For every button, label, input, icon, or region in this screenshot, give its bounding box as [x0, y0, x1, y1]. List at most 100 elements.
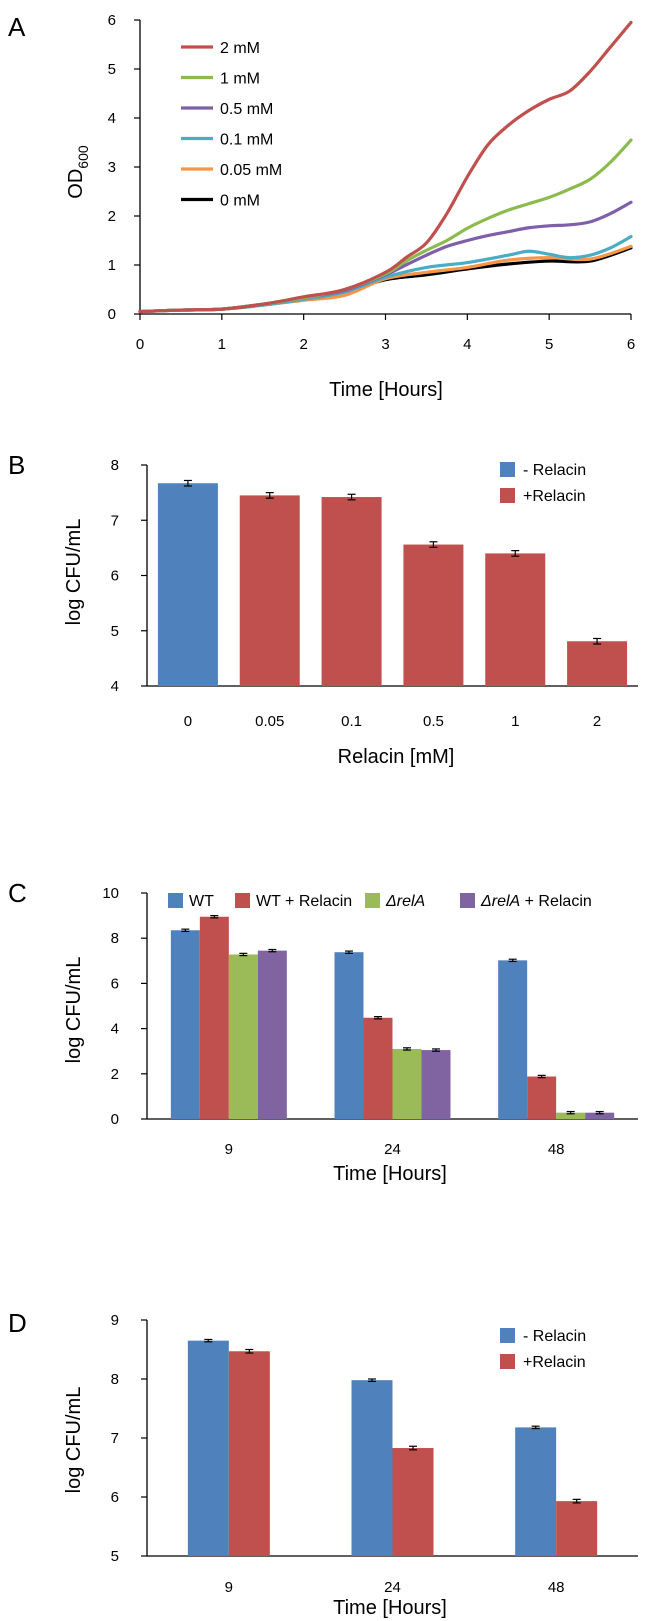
- panel-c-bar: [199, 916, 229, 1119]
- panel-a-y-label-subscript: 600: [75, 145, 91, 169]
- panel-c-y-tick-label: 0: [111, 1111, 119, 1128]
- panel-a-x-tick-label: 2: [299, 336, 307, 353]
- panel-c-bar: [527, 1076, 557, 1119]
- panel-c-bar: [228, 954, 258, 1119]
- panel-a-x-tick-label: 0: [136, 336, 144, 353]
- panel-a-legend-label: 0.5 mM: [220, 101, 273, 118]
- panel-a-x-tick-label: 5: [545, 336, 553, 353]
- panel-d-x-tick-label: 48: [548, 1579, 565, 1596]
- panel-c-legend-label: WT: [189, 893, 214, 910]
- panel-b-x-tick-label: 0.5: [423, 713, 444, 730]
- panel-a-legend-label: 0 mM: [220, 193, 260, 210]
- panel-c-bar: [170, 930, 200, 1119]
- panel-d: D 5 6 7 8 9 9 24 48 Time [Hours] log CFU/mL - Rela…: [8, 1308, 638, 1619]
- panel-a-legend-label: 0.05 mM: [220, 162, 282, 179]
- panel-a-x-label: Time [Hours]: [329, 379, 443, 401]
- panel-c-bar: [585, 1112, 615, 1119]
- panel-d-y-tick-label: 7: [111, 1430, 119, 1447]
- panel-b: B 4 5 6 7 8 0 0.05 0.1 0.5 1 2 Relacin [mM] log CFU/…: [8, 450, 638, 768]
- panel-a-series-line: [138, 20, 633, 314]
- panel-b-legend-swatch: [500, 462, 515, 477]
- panel-d-letter: D: [8, 1308, 27, 1338]
- panel-d-legend-label: +Relacin: [523, 1354, 586, 1371]
- panel-d-y-tick-label: 8: [111, 1371, 119, 1388]
- panel-d-y-tick-label: 9: [111, 1312, 119, 1329]
- panel-c-bar: [498, 960, 528, 1119]
- panel-b-y-tick-label: 8: [111, 457, 119, 474]
- panel-d-bar: [187, 1340, 229, 1556]
- panel-b-x-tick-label: 1: [511, 713, 519, 730]
- panel-a-y-tick-label: 0: [108, 306, 116, 323]
- panel-c-y-label: log CFU/mL: [63, 957, 85, 1064]
- panel-c-x-tick-label: 48: [548, 1141, 565, 1158]
- panel-c-legend-swatch: [365, 893, 380, 908]
- panel-d-legend-label: - Relacin: [523, 1328, 586, 1345]
- panel-c-x-tick-label: 9: [225, 1141, 233, 1158]
- panel-a-y-tick-label: 2: [108, 208, 116, 225]
- panel-c-bar: [392, 1048, 422, 1119]
- panel-c-bar: [421, 1050, 451, 1119]
- panel-a-y-tick-label: 1: [108, 257, 116, 274]
- panel-c-legend-label-suffix: + Relacin: [520, 893, 592, 910]
- panel-c-legend-label: WT + Relacin: [256, 893, 352, 910]
- panel-b-x-tick-label: 0.1: [341, 713, 362, 730]
- panel-a-y-tick-label: 4: [108, 110, 116, 127]
- panel-b-x-tick-label: 0: [184, 713, 192, 730]
- panel-d-bar: [351, 1380, 393, 1556]
- panel-c-legend-swatch: [168, 893, 183, 908]
- panel-a-y-label: OD600: [65, 145, 91, 199]
- panel-c-bar: [334, 952, 364, 1119]
- panel-d-y-label: log CFU/mL: [63, 1387, 85, 1494]
- panel-d-y-tick-label: 5: [111, 1548, 119, 1565]
- panel-d-x-label: Time [Hours]: [333, 1597, 447, 1619]
- panel-d-x-tick-label: 24: [384, 1579, 401, 1596]
- panel-a-legend-label: 1 mM: [220, 71, 260, 88]
- panel-d-y-tick-label: 6: [111, 1489, 119, 1506]
- panel-c-y-tick-label: 6: [111, 975, 119, 992]
- panel-c-y-tick-label: 2: [111, 1066, 119, 1083]
- panel-d-bar: [228, 1351, 270, 1556]
- panel-b-y-tick-label: 5: [111, 623, 119, 640]
- panel-a-y-tick-label: 6: [108, 12, 116, 29]
- panel-c-y-tick-label: 4: [111, 1021, 119, 1038]
- panel-b-bar: [403, 544, 464, 686]
- panel-c-legend-swatch: [460, 893, 475, 908]
- panel-c-bar: [556, 1112, 586, 1119]
- panel-b-bar: [157, 483, 218, 686]
- panel-b-bar: [485, 553, 546, 686]
- panel-b-x-tick-label: 0.05: [255, 713, 284, 730]
- panel-b-x-label: Relacin [mM]: [338, 746, 455, 768]
- panel-b-y-tick-label: 4: [111, 678, 119, 695]
- panel-a-x-tick-label: 3: [381, 336, 389, 353]
- panel-d-bar: [392, 1448, 434, 1556]
- panel-c-x-tick-label: 24: [384, 1141, 401, 1158]
- panel-a-letter: A: [8, 12, 26, 42]
- panel-b-x-tick-label: 2: [593, 713, 601, 730]
- panel-b-y-label: log CFU/mL: [63, 519, 85, 626]
- panel-c-legend-swatch: [235, 893, 250, 908]
- panel-c-legend-label: ΔrelA: [385, 893, 425, 910]
- panel-a-y-tick-label: 3: [108, 159, 116, 176]
- panel-d-legend-swatch: [500, 1354, 515, 1369]
- panel-c-bar: [257, 950, 287, 1119]
- panel-b-bar: [321, 497, 382, 686]
- panel-c-x-label: Time [Hours]: [333, 1163, 447, 1185]
- panel-c-legend-label: ΔrelA + Relacin: [480, 893, 592, 910]
- panel-d-bar: [515, 1427, 557, 1556]
- panel-a-x-tick-label: 6: [627, 336, 635, 353]
- panel-c-bar: [363, 1017, 393, 1119]
- panel-c-y-tick-label: 10: [102, 885, 119, 902]
- panel-a-x-tick-label: 1: [218, 336, 226, 353]
- panel-b-y-tick-label: 6: [111, 568, 119, 585]
- panel-b-legend-label: - Relacin: [523, 462, 586, 479]
- panel-b-y-tick-label: 7: [111, 512, 119, 529]
- panel-c-letter: C: [8, 878, 27, 908]
- panel-b-legend-label: +Relacin: [523, 488, 586, 505]
- panel-a: A 0 1 2 3 4 5 6 0 1 2 3 4 5 6 Time [Hours] OD600 2 mM 1 m…: [8, 12, 635, 401]
- panel-a-x-tick-label: 4: [463, 336, 471, 353]
- panel-d-legend-swatch: [500, 1328, 515, 1343]
- panel-a-legend-label: 2 mM: [220, 40, 260, 57]
- panel-c-legend-label-italic: ΔrelA: [385, 893, 425, 910]
